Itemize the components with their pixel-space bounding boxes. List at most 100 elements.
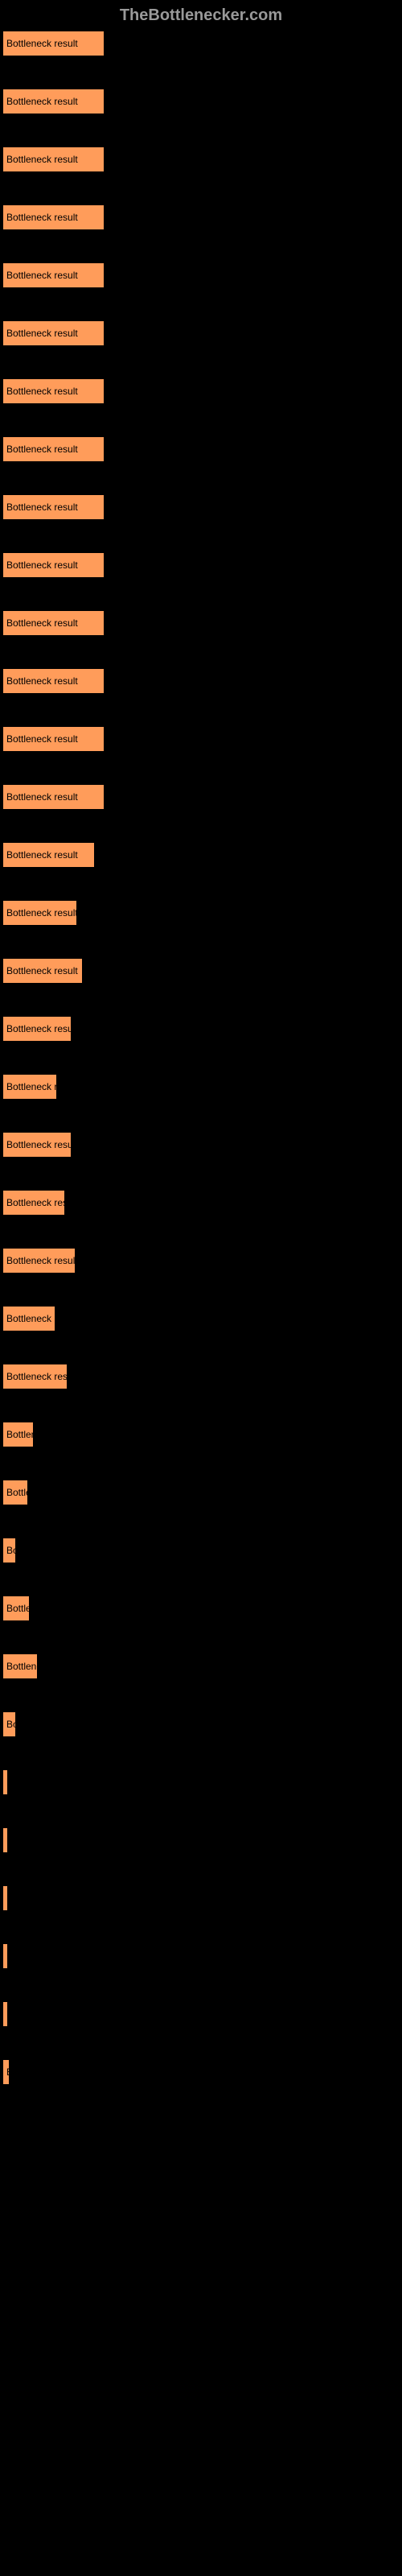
bar-label: Bottleneck result bbox=[6, 675, 78, 687]
bar: Bottleneck result bbox=[3, 1075, 56, 1099]
bar: Bottleneck result bbox=[3, 669, 104, 693]
bar-label: Bottleneck result bbox=[6, 965, 78, 976]
bar-label: Bottleneck result bbox=[6, 1139, 71, 1150]
bar-row: Bottleneck result bbox=[3, 263, 399, 287]
bar-label: Bottleneck result bbox=[6, 1081, 56, 1092]
bar-row: Bottleneck result bbox=[3, 205, 399, 229]
bar-label: Bottleneck result bbox=[6, 907, 76, 919]
bar: Bottleneck result bbox=[3, 89, 104, 114]
bar: Bottleneck result bbox=[3, 1480, 27, 1505]
bar-label: Bottleneck result bbox=[6, 38, 78, 49]
bar: Bottleneck result bbox=[3, 901, 76, 925]
bar-row: Bottleneck result bbox=[3, 1654, 399, 1678]
bar-row: Bottleneck result bbox=[3, 147, 399, 171]
bar: Bottleneck result bbox=[3, 727, 104, 751]
bar-row: Bottleneck result bbox=[3, 785, 399, 809]
bar-label: Bottleneck result bbox=[6, 791, 78, 803]
bar-row: Bottleneck result bbox=[3, 1191, 399, 1215]
site-title: TheBottlenecker.com bbox=[120, 6, 282, 24]
bar-label: Bottleneck result bbox=[6, 1197, 64, 1208]
bar: Bottleneck result bbox=[3, 205, 104, 229]
bar-row: Bottleneck result bbox=[3, 1133, 399, 1157]
bar-label: Bottleneck result bbox=[6, 559, 78, 571]
bar: Bottleneck result bbox=[3, 1828, 7, 1852]
bar-label: Bottleneck result bbox=[6, 849, 78, 861]
bar-row: Bottleneck result bbox=[3, 1538, 399, 1563]
bar: Bottleneck result bbox=[3, 1944, 7, 1968]
bar-label: Bottleneck result bbox=[6, 502, 78, 513]
bar: Bottleneck result bbox=[3, 1596, 29, 1620]
bar-row: Bottleneck result bbox=[3, 495, 399, 519]
bar-label: Bottleneck result bbox=[6, 270, 78, 281]
bar: Bottleneck result bbox=[3, 379, 104, 403]
bar-row: Bottleneck result bbox=[3, 1422, 399, 1447]
bar: Bottleneck result bbox=[3, 437, 104, 461]
bar: Bottleneck result bbox=[3, 1133, 71, 1157]
bar-row: Bottleneck result bbox=[3, 1075, 399, 1099]
bar: Bottleneck result bbox=[3, 553, 104, 577]
bar-label: Bottleneck result bbox=[6, 1603, 29, 1614]
bar-label: Bottleneck result bbox=[6, 617, 78, 629]
bar: Bottleneck result bbox=[3, 2002, 7, 2026]
bar-row: Bottleneck result bbox=[3, 843, 399, 867]
bar: Bottleneck result bbox=[3, 495, 104, 519]
bar-row: Bottleneck result bbox=[3, 1017, 399, 1041]
bar: Bottleneck result bbox=[3, 1654, 37, 1678]
bar-label: Bottleneck result bbox=[6, 1777, 7, 1788]
bar-label: Bottleneck result bbox=[6, 1429, 33, 1440]
bar: Bottleneck result bbox=[3, 31, 104, 56]
bar: Bottleneck result bbox=[3, 1307, 55, 1331]
bar-row: Bottleneck result bbox=[3, 1364, 399, 1389]
bar-row: Bottleneck result bbox=[3, 2002, 399, 2026]
bar-row: Bottleneck result bbox=[3, 669, 399, 693]
bar: Bottleneck result bbox=[3, 843, 94, 867]
bar-label: Bottleneck result bbox=[6, 1661, 37, 1672]
bar-chart: Bottleneck result Bottleneck result Bottle… bbox=[0, 31, 402, 2084]
bar: Bottleneck result bbox=[3, 321, 104, 345]
bar-row: Bottleneck result bbox=[3, 553, 399, 577]
bar-label: Bottleneck result bbox=[6, 1719, 15, 1730]
bar-row: Bottleneck result bbox=[3, 321, 399, 345]
bar-label: Bottleneck result bbox=[6, 2066, 9, 2078]
bar-label: Bottleneck result bbox=[6, 1951, 7, 1962]
bar: Bottleneck result bbox=[3, 1712, 15, 1736]
bar: Bottleneck result bbox=[3, 1017, 71, 1041]
bar: Bottleneck result bbox=[3, 2060, 9, 2084]
bar: Bottleneck result bbox=[3, 147, 104, 171]
bar-row: Bottleneck result bbox=[3, 1712, 399, 1736]
bar: Bottleneck result bbox=[3, 1770, 7, 1794]
bar-row: Bottleneck result bbox=[3, 959, 399, 983]
bar: Bottleneck result bbox=[3, 611, 104, 635]
bar: Bottleneck result bbox=[3, 1538, 15, 1563]
bar: Bottleneck result bbox=[3, 1249, 75, 1273]
bar-label: Bottleneck result bbox=[6, 212, 78, 223]
bar-row: Bottleneck result bbox=[3, 437, 399, 461]
bar-label: Bottleneck result bbox=[6, 1313, 55, 1324]
bar-label: Bottleneck result bbox=[6, 1371, 67, 1382]
bar: Bottleneck result bbox=[3, 1886, 7, 1910]
bar-label: Bottleneck result bbox=[6, 1893, 7, 1904]
bar-row: Bottleneck result bbox=[3, 1828, 399, 1852]
bar-row: Bottleneck result bbox=[3, 1249, 399, 1273]
bar: Bottleneck result bbox=[3, 1422, 33, 1447]
bar-row: Bottleneck result bbox=[3, 1770, 399, 1794]
bar-row: Bottleneck result bbox=[3, 1596, 399, 1620]
page-header: TheBottlenecker.com bbox=[0, 0, 402, 31]
bar: Bottleneck result bbox=[3, 959, 82, 983]
bar-row: Bottleneck result bbox=[3, 1886, 399, 1910]
bar-label: Bottleneck result bbox=[6, 1835, 7, 1846]
bar-row: Bottleneck result bbox=[3, 379, 399, 403]
bar-row: Bottleneck result bbox=[3, 2060, 399, 2084]
bar-row: Bottleneck result bbox=[3, 727, 399, 751]
bar-label: Bottleneck result bbox=[6, 154, 78, 165]
bar-row: Bottleneck result bbox=[3, 1307, 399, 1331]
bar-row: Bottleneck result bbox=[3, 1480, 399, 1505]
bar-row: Bottleneck result bbox=[3, 611, 399, 635]
bar-label: Bottleneck result bbox=[6, 328, 78, 339]
bar-row: Bottleneck result bbox=[3, 89, 399, 114]
bar-row: Bottleneck result bbox=[3, 901, 399, 925]
bar-row: Bottleneck result bbox=[3, 31, 399, 56]
bar: Bottleneck result bbox=[3, 785, 104, 809]
bar-label: Bottleneck result bbox=[6, 733, 78, 745]
bar-label: Bottleneck result bbox=[6, 1023, 71, 1034]
